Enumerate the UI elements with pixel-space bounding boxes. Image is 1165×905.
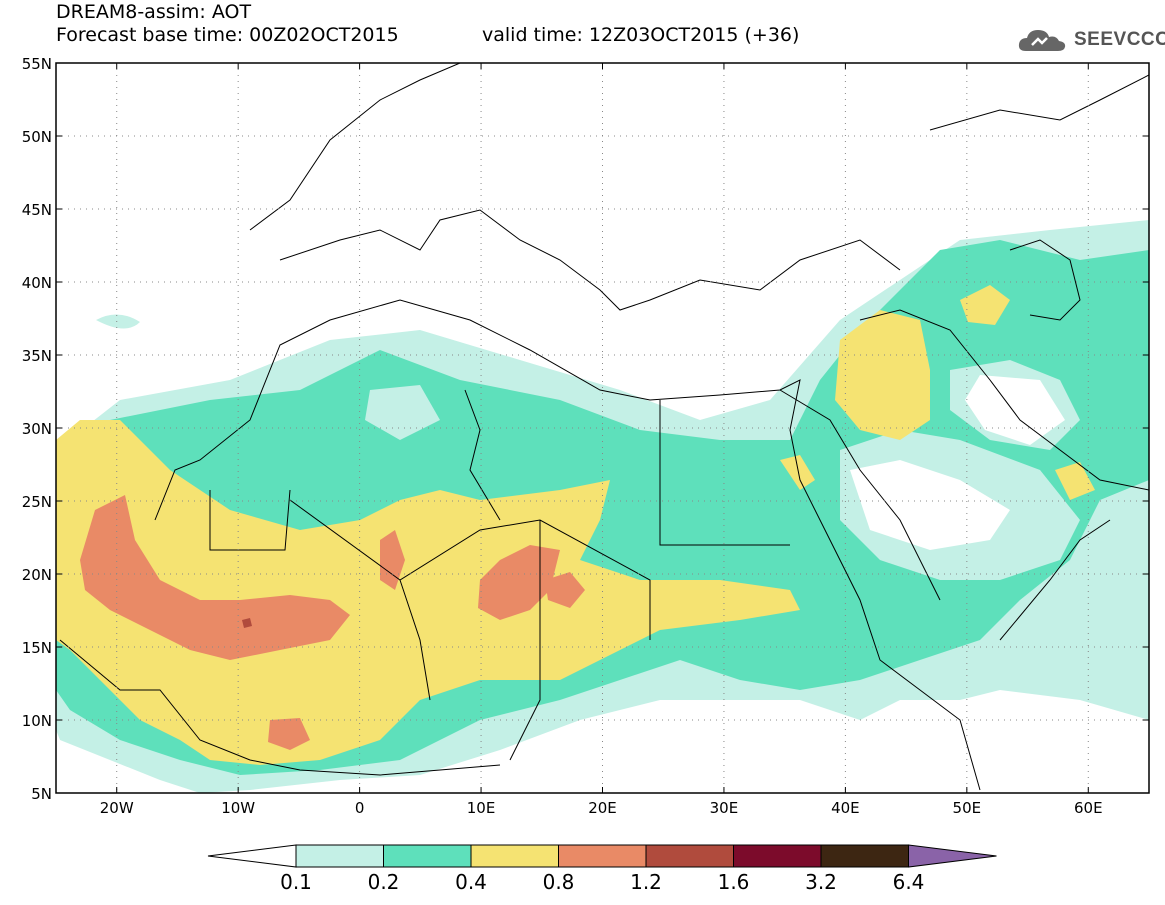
colorbar xyxy=(207,844,997,868)
colorbar-box xyxy=(295,844,384,868)
lat-label: 40N xyxy=(22,274,52,292)
lon-label: 60E xyxy=(1074,799,1103,817)
lat-label: 25N xyxy=(22,493,52,511)
colorbar-under-arrow xyxy=(207,844,297,868)
cloud-icon xyxy=(1018,30,1066,51)
colorbar-threshold-label: 6.4 xyxy=(893,870,925,894)
colorbar-box xyxy=(645,844,734,868)
lat-label: 50N xyxy=(22,128,52,146)
lat-label: 5N xyxy=(31,785,52,803)
lat-label: 55N xyxy=(22,55,52,73)
colorbar-over-arrow xyxy=(908,844,997,868)
lon-label: 10E xyxy=(467,799,496,817)
seevccc-logo: SEEVCCC xyxy=(1016,23,1165,59)
colorbar-threshold-label: 0.1 xyxy=(280,870,312,894)
map-title: DREAM8-assim: AOT xyxy=(56,1,252,23)
colorbar-threshold-label: 1.2 xyxy=(630,870,662,894)
lon-label: 30E xyxy=(710,799,739,817)
colorbar-box xyxy=(820,844,909,868)
lon-label: 10W xyxy=(221,799,255,817)
lat-label: 35N xyxy=(22,347,52,365)
lon-label: 40E xyxy=(831,799,860,817)
lon-label: 20W xyxy=(100,799,134,817)
logo-text: SEEVCCC xyxy=(1074,29,1165,50)
latitude-labels: 55N 50N 45N 40N 35N 30N 25N 20N 15N 10N 5N xyxy=(22,55,52,803)
colorbar-box xyxy=(470,844,559,868)
lat-label: 30N xyxy=(22,420,52,438)
graticule xyxy=(56,62,1149,794)
colorbar-threshold-label: 0.2 xyxy=(368,870,400,894)
lat-label: 10N xyxy=(22,712,52,730)
lat-label: 20N xyxy=(22,566,52,584)
colorbar-box xyxy=(733,844,822,868)
colorbar-box xyxy=(558,844,647,868)
lat-label: 45N xyxy=(22,201,52,219)
colorbar-threshold-label: 0.8 xyxy=(543,870,575,894)
lon-label: 20E xyxy=(588,799,617,817)
colorbar-box xyxy=(383,844,472,868)
longitude-labels: 20W 10W 0 10E 20E 30E 40E 50E 60E xyxy=(100,799,1103,817)
lat-label: 15N xyxy=(22,639,52,657)
forecast-base-time: Forecast base time: 00Z02OCT2015 xyxy=(56,24,399,46)
colorbar-threshold-label: 0.4 xyxy=(455,870,487,894)
coastlines xyxy=(59,63,1149,791)
lon-label: 50E xyxy=(953,799,982,817)
valid-time: valid time: 12Z03OCT2015 (+36) xyxy=(482,24,800,46)
colorbar-threshold-label: 3.2 xyxy=(805,870,837,894)
colorbar-threshold-label: 1.6 xyxy=(718,870,750,894)
lon-label: 0 xyxy=(355,799,365,817)
colorbar-labels: 0.1 0.2 0.4 0.8 1.2 1.6 3.2 6.4 xyxy=(280,870,924,894)
